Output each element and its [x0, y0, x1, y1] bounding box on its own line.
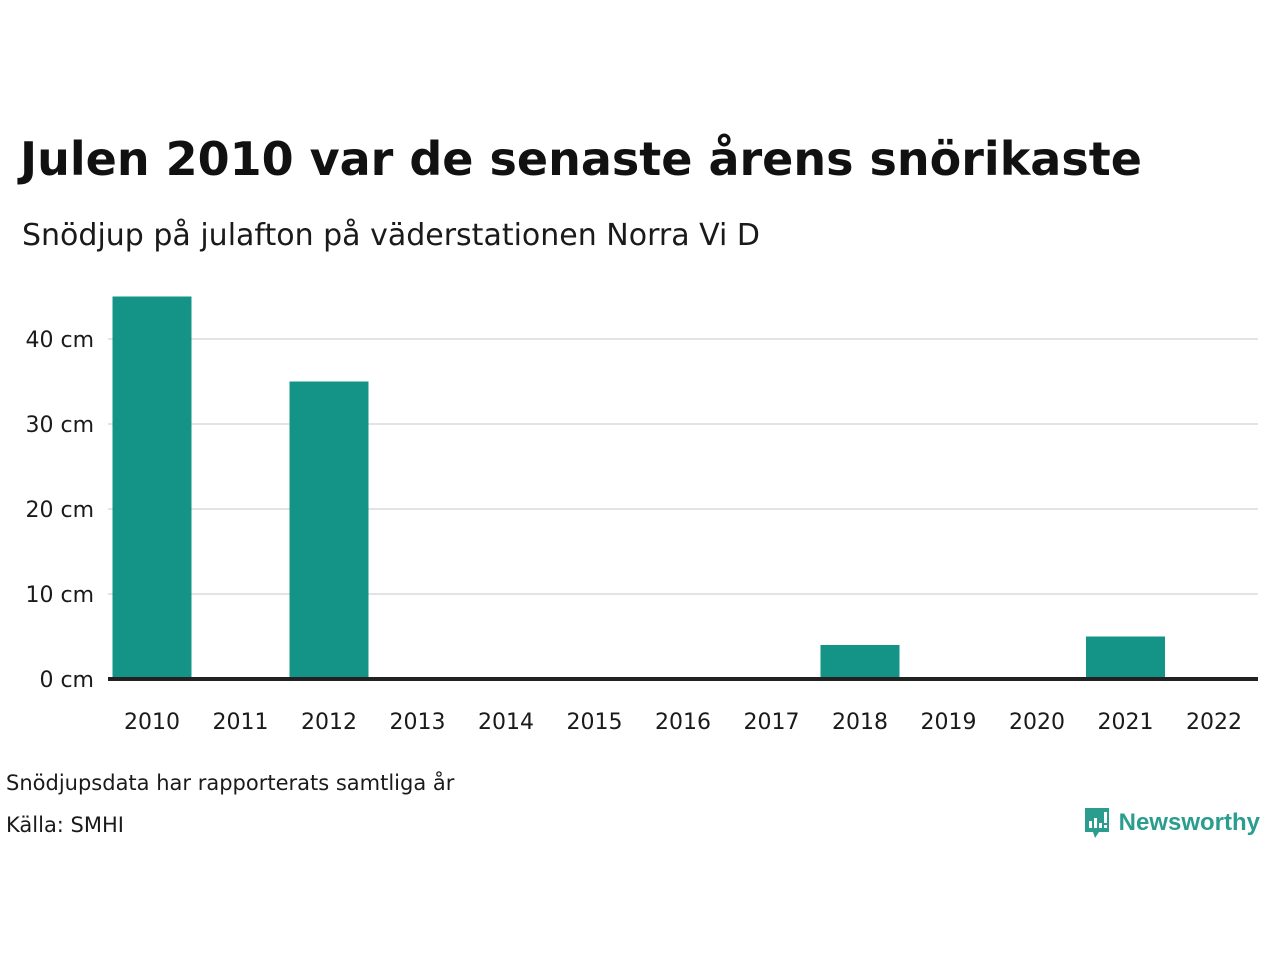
brand-name: Newsworthy: [1118, 809, 1260, 836]
x-tick-label: 2019: [921, 710, 977, 735]
x-tick-label: 2014: [478, 710, 534, 735]
y-tick-label: 30 cm: [25, 413, 94, 438]
gridlines: [108, 338, 1258, 595]
bar-chart: 0 cm 10 cm 20 cm 30 cm 40 cm 2010 2011 2012 2013…: [25, 296, 1258, 735]
newsworthy-logo-icon: [1084, 808, 1109, 838]
y-tick-label: 40 cm: [25, 328, 94, 353]
x-tick-label: 2012: [301, 710, 357, 735]
y-tick-label: 10 cm: [25, 583, 94, 608]
axes: 0 cm 10 cm 20 cm 30 cm 40 cm 2010 2011 2012 2013…: [25, 328, 1258, 735]
y-tick-label: 0 cm: [39, 668, 94, 693]
x-tick-label: 2010: [124, 710, 180, 735]
bar-2010: [112, 296, 192, 679]
bar-2018: [820, 645, 900, 679]
x-tick-label: 2017: [744, 710, 800, 735]
bars: [112, 296, 1165, 679]
bar-2021: [1086, 636, 1165, 679]
x-tick-label: 2022: [1186, 710, 1242, 735]
x-tick-label: 2016: [655, 710, 711, 735]
bar-2012: [289, 381, 369, 679]
x-tick-label: 2021: [1098, 710, 1154, 735]
x-tick-label: 2015: [567, 710, 623, 735]
brand-logo: Newsworthy: [1083, 806, 1260, 840]
x-tick-label: 2011: [213, 710, 269, 735]
footnote: Snödjupsdata har rapporterats samtliga å…: [6, 771, 455, 795]
source-credit: Källa: SMHI: [6, 813, 124, 837]
chart-subtitle: Snödjup på julafton på väderstationen No…: [22, 218, 760, 253]
x-tick-label: 2018: [832, 710, 888, 735]
x-tick-label: 2013: [390, 710, 446, 735]
y-tick-label: 20 cm: [25, 498, 94, 523]
x-tick-label: 2020: [1009, 710, 1065, 735]
chart-title: Julen 2010 var de senaste årens snörikas…: [20, 132, 1142, 186]
